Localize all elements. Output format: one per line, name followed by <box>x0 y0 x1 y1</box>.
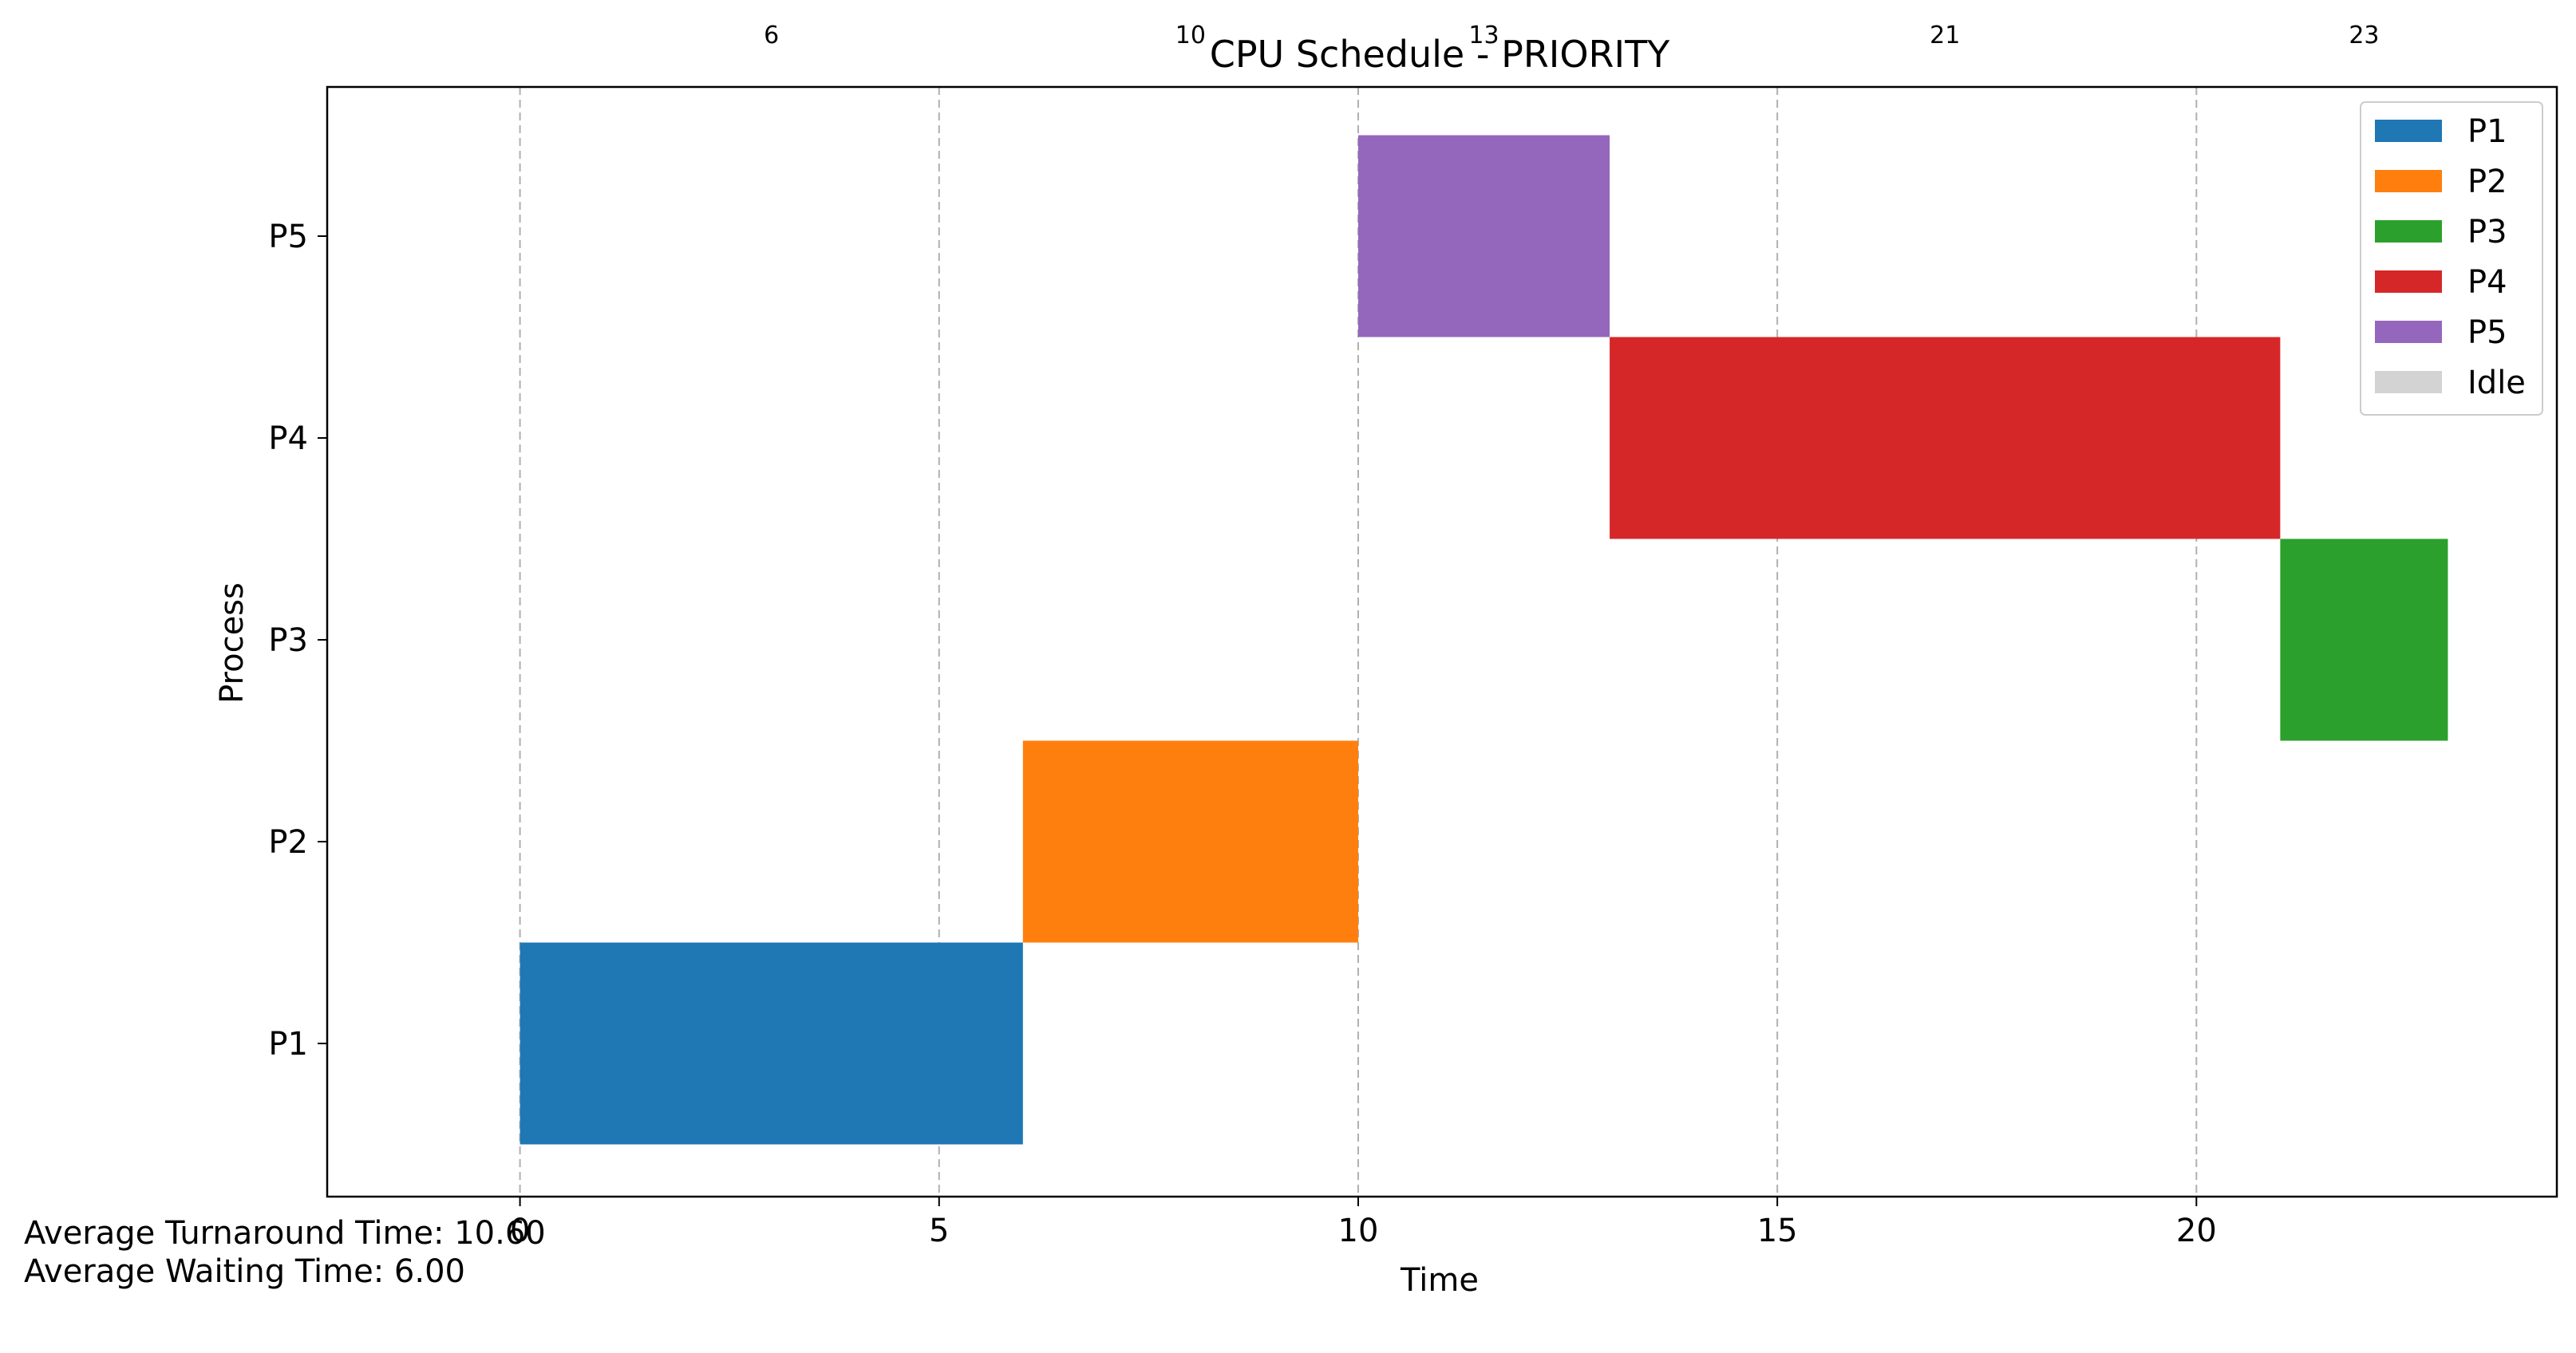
average-waiting-time: Average Waiting Time: 6.00 <box>24 1253 465 1290</box>
legend: P1 P2 P3 P4 P5 Idle <box>2360 101 2543 416</box>
bars <box>520 135 2448 1145</box>
legend-label-p5: P5 <box>2467 314 2507 351</box>
legend-label-p1: P1 <box>2467 113 2507 150</box>
x-tick-label-15: 15 <box>1757 1213 1798 1249</box>
legend-swatch-p2 <box>2375 170 2442 192</box>
x-tick-label-0: 0 <box>510 1213 530 1249</box>
y-axis-ticks: P1 P2 P3 P4 P5 <box>268 219 327 1063</box>
x-axis-ticks: 0 5 10 15 20 <box>510 1197 2217 1249</box>
bar-p4-13-21 <box>1610 337 2281 539</box>
legend-label-idle: Idle <box>2467 365 2526 401</box>
chart-title: CPU Schedule - PRIORITY <box>1210 33 1670 76</box>
x-axis-label: Time <box>1400 1262 1479 1299</box>
bar-p5-10-13 <box>1357 135 1610 337</box>
time-annotation-13: 13 <box>1468 22 1499 49</box>
legend-label-p2: P2 <box>2467 164 2507 200</box>
y-tick-label-P4: P4 <box>268 420 308 457</box>
time-annotation-21: 21 <box>1930 22 1960 49</box>
x-tick-label-10: 10 <box>1338 1213 1379 1249</box>
time-annotation-6: 6 <box>764 22 779 49</box>
y-tick-label-P1: P1 <box>268 1026 308 1063</box>
legend-label-p3: P3 <box>2467 214 2507 250</box>
bar-p1-0-6 <box>520 942 1023 1145</box>
y-tick-label-P5: P5 <box>268 219 308 255</box>
legend-swatch-p1 <box>2375 120 2442 142</box>
x-tick-label-5: 5 <box>929 1213 949 1249</box>
y-tick-label-P2: P2 <box>268 824 308 861</box>
plot-frame <box>326 85 2558 1198</box>
average-turnaround-time: Average Turnaround Time: 10.60 <box>24 1215 546 1252</box>
time-annotations: 6 10 13 21 23 <box>764 22 2379 49</box>
bar-p2-6-10 <box>1022 740 1358 943</box>
legend-swatch-p3 <box>2375 220 2442 243</box>
legend-swatch-p5 <box>2375 321 2442 343</box>
bar-p3-21-23 <box>2280 538 2448 741</box>
legend-swatch-idle <box>2375 371 2442 393</box>
legend-swatch-p4 <box>2375 270 2442 293</box>
y-axis-label: Process <box>214 582 251 704</box>
x-tick-label-20: 20 <box>2176 1213 2217 1249</box>
time-annotation-23: 23 <box>2349 22 2379 49</box>
legend-label-p4: P4 <box>2467 264 2507 301</box>
y-tick-label-P3: P3 <box>268 622 308 659</box>
time-annotation-10: 10 <box>1175 22 1206 49</box>
